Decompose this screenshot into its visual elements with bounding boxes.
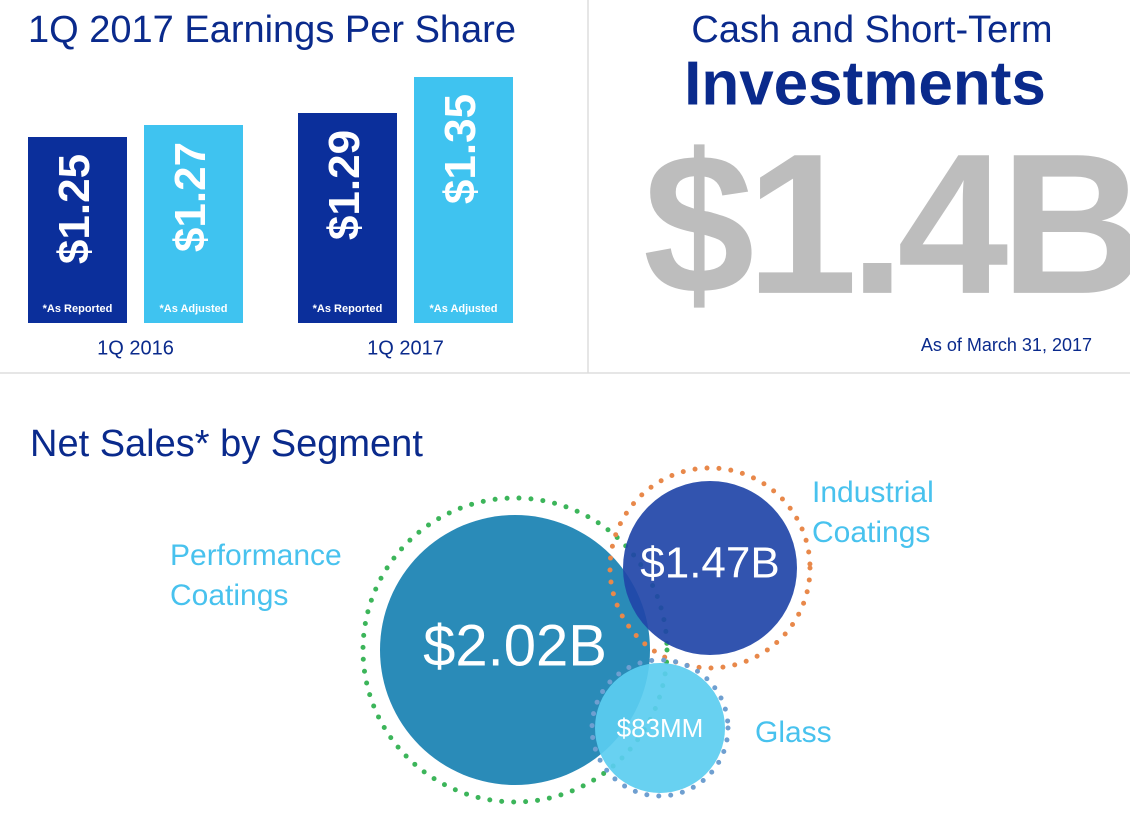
bubble-value-label: $1.47B — [640, 539, 779, 588]
bars: $1.25 *As Reported $1.27 *As Adjusted 1Q 201… — [28, 77, 513, 359]
bubble-ring — [589, 657, 731, 799]
bar — [144, 125, 243, 323]
eps-title: 1Q 2017 Earnings Per Share — [28, 9, 516, 51]
bar — [414, 77, 513, 323]
bar — [298, 113, 397, 323]
series-label: *As Reported — [313, 303, 383, 315]
bar — [28, 137, 127, 323]
bubble-value-label: $83MM — [617, 713, 704, 743]
series-label: *As Reported — [43, 303, 113, 315]
bubble-ring — [360, 495, 670, 805]
bar-value-label: $1.29 — [320, 130, 369, 240]
bubble — [623, 481, 797, 655]
bar-value-label: $1.27 — [166, 142, 215, 252]
bubble-ring — [607, 465, 813, 671]
category-label: 1Q 2017 — [367, 337, 444, 359]
cash-value: $1.4B — [643, 113, 1130, 336]
segment-label: Performance Coatings — [170, 539, 342, 612]
cash-note: As of March 31, 2017 — [921, 335, 1092, 355]
bubble — [380, 515, 650, 785]
segment-label: Industrial Coatings — [812, 476, 934, 549]
segment-title: Net Sales* by Segment — [30, 423, 423, 465]
series-label: *As Adjusted — [429, 303, 497, 315]
segment-label: Glass — [755, 716, 832, 749]
bar-value-label: $1.35 — [436, 94, 485, 204]
category-label: 1Q 2016 — [97, 337, 174, 359]
bar-value-label: $1.25 — [50, 154, 99, 264]
series-label: *As Adjusted — [159, 303, 227, 315]
cash-title: Cash and Short-Term — [691, 9, 1052, 51]
cash-title: Investments — [684, 49, 1046, 118]
bubble-value-label: $2.02B — [423, 613, 607, 678]
bubbles: $2.02B $1.47B $83MM — [360, 465, 813, 805]
bubble — [595, 663, 725, 793]
